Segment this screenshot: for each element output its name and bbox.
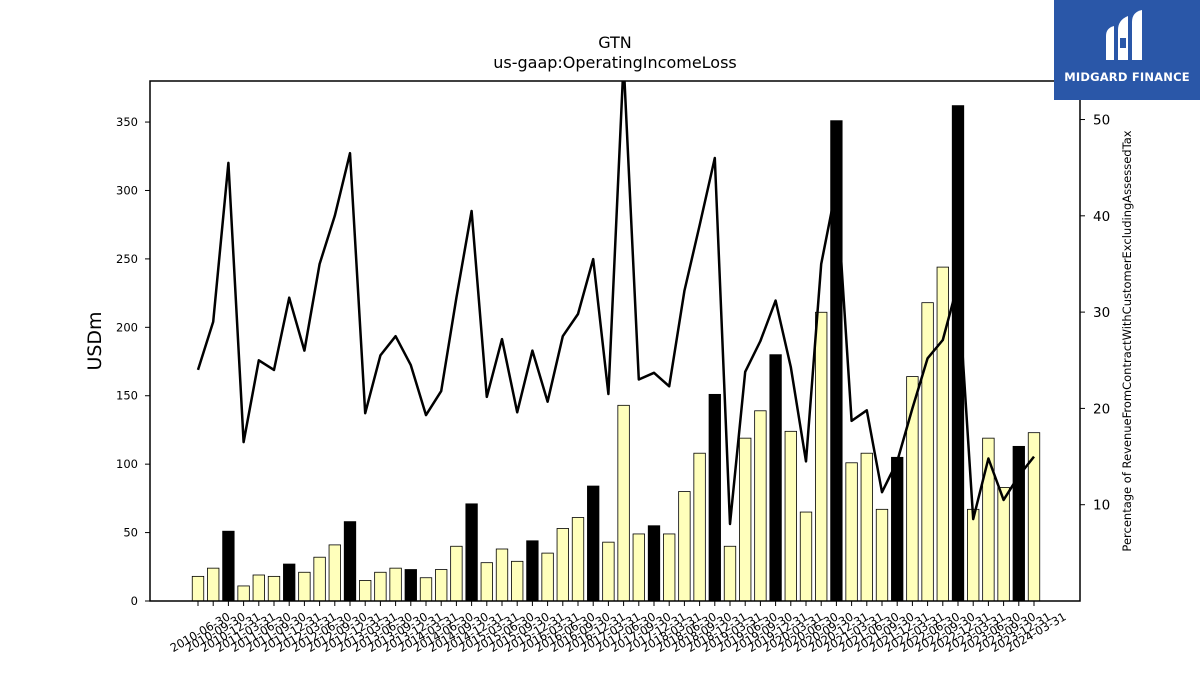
chart-subtitle: us-gaap:OperatingIncomeLoss	[493, 53, 737, 72]
logo-text: MIDGARD FINANCE	[1064, 70, 1190, 84]
bar	[921, 302, 934, 602]
bar	[739, 437, 752, 602]
bar	[252, 574, 265, 602]
bar	[936, 266, 949, 602]
bar	[875, 508, 889, 602]
y-tick-label: 300	[116, 183, 138, 197]
bar	[222, 530, 235, 602]
y2-tick-label: 20	[1093, 401, 1110, 417]
bar	[465, 503, 478, 602]
bar	[389, 567, 402, 602]
bar	[967, 508, 980, 602]
bar	[374, 571, 387, 602]
bar	[283, 563, 296, 602]
y-tick-label: 50	[123, 526, 138, 540]
bar	[587, 485, 600, 602]
bar	[693, 452, 706, 602]
bar	[769, 354, 782, 602]
bar	[647, 525, 661, 602]
y2-tick-label: 50	[1093, 113, 1110, 129]
y-tick-label: 200	[116, 320, 138, 334]
bar	[526, 540, 539, 602]
bar	[343, 521, 357, 602]
bar	[602, 541, 615, 602]
bar	[556, 528, 569, 602]
bar	[237, 585, 250, 602]
bar	[495, 548, 509, 602]
bar	[404, 569, 417, 602]
bar	[450, 545, 463, 602]
bar	[359, 580, 372, 602]
bar	[191, 575, 205, 602]
bar	[419, 577, 433, 602]
y2-tick-label: 30	[1093, 305, 1110, 321]
bar	[298, 571, 311, 602]
bar	[313, 556, 326, 602]
bar	[860, 452, 873, 602]
y-axis-label: USDm	[84, 311, 106, 370]
bar	[571, 517, 585, 602]
bar	[207, 567, 220, 602]
bar	[632, 533, 645, 602]
bar	[267, 575, 281, 602]
bar	[723, 545, 737, 602]
y2-axis-label: Percentage of RevenueFromContractWithCus…	[1120, 130, 1134, 551]
y-tick-label: 150	[116, 389, 138, 403]
plot-frame	[149, 80, 1081, 602]
bar	[678, 491, 691, 602]
bar	[328, 544, 341, 602]
axes: 05010015020025030035010203040502010-06-3…	[116, 80, 1110, 655]
bar	[708, 393, 721, 602]
bar	[891, 456, 904, 602]
bar	[617, 404, 630, 602]
chart-title: GTN	[598, 33, 632, 52]
bar	[997, 487, 1010, 602]
brand-logo: MIDGARD FINANCE	[1054, 0, 1200, 100]
bar	[511, 560, 524, 602]
y2-tick-label: 10	[1093, 498, 1110, 514]
y2-tick-label: 40	[1093, 209, 1110, 225]
y-tick-label: 0	[131, 594, 138, 608]
y-tick-label: 250	[116, 252, 138, 266]
bar	[435, 569, 448, 602]
bar	[845, 462, 858, 602]
bar	[754, 410, 767, 602]
line-series	[196, 81, 1035, 526]
bar	[784, 430, 797, 602]
y-tick-label: 350	[116, 115, 138, 129]
bar-series	[191, 105, 1041, 602]
y-tick-label: 100	[116, 457, 138, 471]
bar	[799, 511, 813, 602]
bar	[663, 533, 676, 602]
logo-mark-icon	[1106, 10, 1142, 60]
bar	[541, 552, 554, 602]
bar	[815, 311, 828, 602]
bar	[480, 562, 493, 602]
series-line	[196, 81, 1035, 526]
